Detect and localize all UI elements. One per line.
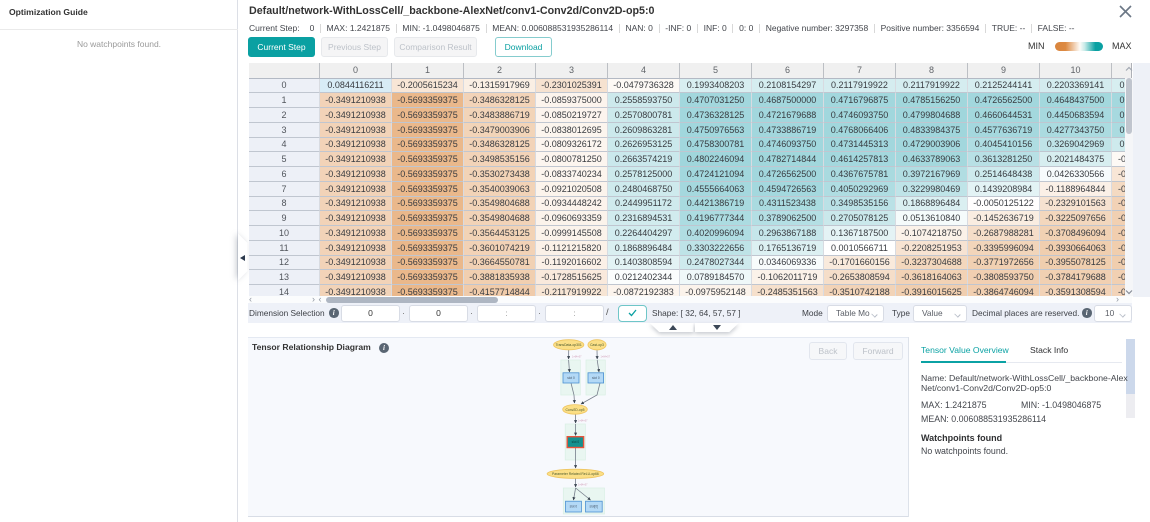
svg-text:Conv2D-op5: Conv2D-op5 — [565, 408, 584, 412]
svg-text:Cast-op3: Cast-op3 — [590, 343, 604, 347]
svg-text:1×64×57: 1×64×57 — [572, 356, 582, 359]
svg-text:slot 0: slot 0 — [570, 505, 578, 509]
svg-text:Parameter Related ReLU-op66: Parameter Related ReLU-op66 — [552, 472, 599, 476]
svg-text:slot 0: slot 0 — [567, 376, 575, 380]
svg-text:1×64×57: 1×64×57 — [601, 356, 611, 359]
svg-text:slot 0: slot 0 — [592, 376, 600, 380]
svg-text:slot[0]: slot[0] — [590, 505, 599, 509]
svg-text:TransData-op301: TransData-op301 — [556, 343, 582, 347]
svg-text:slot 0: slot 0 — [572, 440, 580, 444]
svg-text:1×64×57: 1×64×57 — [578, 484, 588, 487]
svg-text:1×64×57: 1×64×57 — [578, 420, 588, 423]
